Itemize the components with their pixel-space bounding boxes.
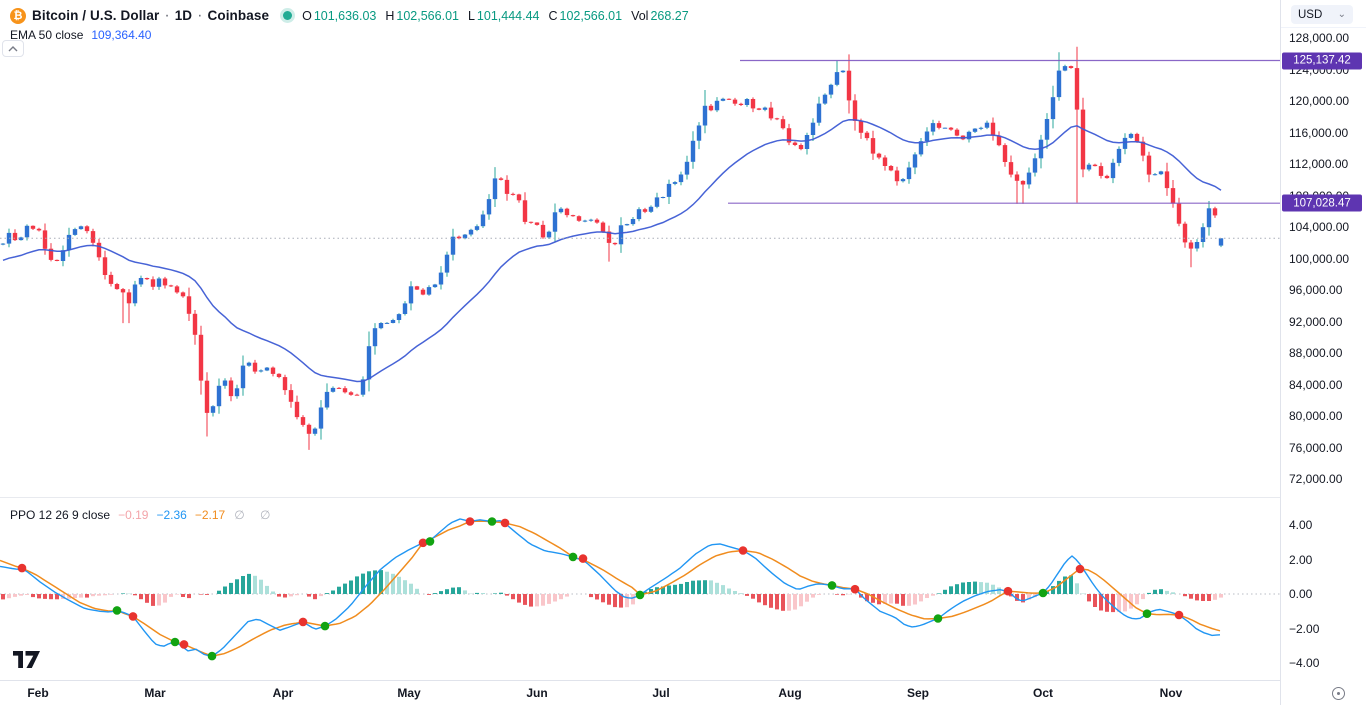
- time-axis-month-label: Jun: [526, 686, 548, 700]
- ohlc-pair: C 102,566.01: [548, 8, 623, 23]
- price-level-badge[interactable]: 107,028.47: [1282, 194, 1362, 212]
- currency-dropdown[interactable]: USD ⌄: [1291, 5, 1353, 24]
- price-axis-label: 88,000.00: [1289, 346, 1343, 360]
- price-level-badge[interactable]: 125,137.42: [1282, 52, 1362, 70]
- ppo-legend: PPO 12 26 9 close −0.19 −2.36 −2.17 ∅ ∅: [10, 508, 276, 522]
- time-axis-month-label: Sep: [906, 686, 930, 700]
- ppo-value: −2.17: [194, 508, 226, 522]
- legend-collapse-button[interactable]: [2, 40, 24, 57]
- price-axis-label: 84,000.00: [1289, 377, 1343, 392]
- ohlc-pair: H 102,566.01: [385, 8, 459, 23]
- price-axis-label: 100,000.00: [1289, 251, 1350, 266]
- price-scale[interactable]: USD ⌄ 128,000.00 124,000.00 120,000.00 116,…: [1280, 0, 1366, 705]
- price-axis-label: 104,000.00: [1289, 220, 1350, 234]
- bitcoin-logo-icon: ₿: [10, 7, 26, 24]
- price-axis-label: 96,000.00: [1289, 283, 1343, 297]
- chevron-up-icon: [8, 45, 18, 51]
- ema-indicator-label[interactable]: EMA 50 close: [10, 28, 84, 42]
- chevron-down-icon: ⌄: [1337, 8, 1346, 20]
- time-axis-month-label: Jul: [652, 686, 670, 700]
- price-axis-label: 76,000.00: [1289, 440, 1343, 455]
- price-axis-label: 72,000.00: [1289, 472, 1343, 486]
- tradingview-logo[interactable]: [13, 651, 40, 668]
- time-axis-month-label: May: [397, 686, 421, 700]
- price-axis-label: 80,000.00: [1289, 409, 1343, 423]
- ohlc-pair: Vol 268.27: [631, 8, 689, 23]
- ohlc-pair: O 101,636.03: [302, 8, 377, 23]
- price-axis-label: 92,000.00: [1289, 314, 1343, 329]
- ppo-values: −0.19 −2.36 −2.17: [110, 508, 225, 522]
- pane-separator[interactable]: [0, 497, 1366, 498]
- price-axis-label: 112,000.00: [1289, 157, 1349, 171]
- timeframe-label[interactable]: 1D: [174, 8, 193, 23]
- time-scale[interactable]: Feb Mar Apr May Jun Jul Aug Sep Oct Nov: [0, 680, 1366, 705]
- price-axis-label: 116,000.00: [1289, 125, 1349, 140]
- time-axis-month-label: Aug: [778, 686, 802, 700]
- ppo-axis-label: 4.00: [1289, 518, 1313, 532]
- chart-canvas[interactable]: [0, 0, 1280, 680]
- ohlc-pair: L 101,444.44: [467, 8, 540, 23]
- ppo-axis-label: −4.00: [1289, 656, 1320, 670]
- currency-label: USD: [1298, 8, 1323, 21]
- price-axis-label: 120,000.00: [1289, 94, 1350, 108]
- separator-dot: ·: [197, 6, 203, 24]
- symbol-title[interactable]: Bitcoin / U.S. Dollar: [32, 8, 160, 23]
- separator-dot: ·: [164, 6, 170, 24]
- tradingview-logo-icon: [13, 651, 40, 668]
- chart-legend: ₿ Bitcoin / U.S. Dollar · 1D · Coinbase …: [10, 6, 698, 42]
- exchange-label[interactable]: Coinbase: [207, 8, 270, 23]
- ppo-value: −2.36: [156, 508, 187, 522]
- time-axis-month-label: Nov: [1159, 686, 1183, 700]
- ppo-axis-label: −2.00: [1289, 621, 1320, 636]
- ppo-axis-label: 0.00: [1289, 587, 1313, 601]
- ppo-axis-label: 2.00: [1289, 552, 1313, 567]
- scale-target-icon[interactable]: [1332, 687, 1345, 700]
- axis-header-divider: [1281, 27, 1366, 28]
- time-axis-month-label: Feb: [27, 686, 49, 700]
- time-axis-month-label: Mar: [144, 686, 166, 700]
- time-axis-month-label: Apr: [272, 686, 294, 700]
- ohlc-values: O 101,636.03 H 102,566.01 L 101,444.44 C 102,56…: [302, 9, 698, 23]
- market-status-icon: [283, 11, 293, 20]
- ppo-indicator-label[interactable]: PPO 12 26 9 close: [10, 508, 111, 522]
- time-axis-month-label: Oct: [1032, 686, 1054, 700]
- ppo-null-values: ∅ ∅: [234, 508, 277, 522]
- ema-indicator-value: 109,364.40: [91, 28, 152, 42]
- ppo-value: −0.19: [118, 508, 149, 522]
- price-axis-label: 128,000.00: [1289, 31, 1350, 45]
